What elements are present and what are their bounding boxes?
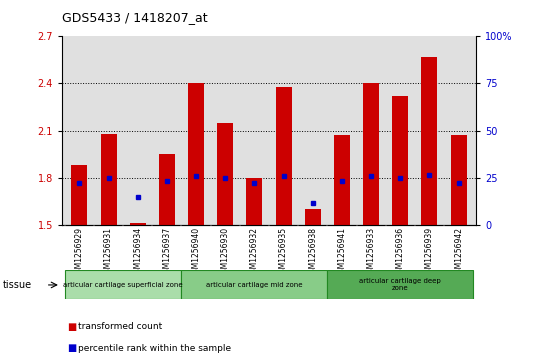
Bar: [181, 270, 327, 299]
Text: GSM1256941: GSM1256941: [337, 227, 346, 278]
Bar: [72, 165, 87, 225]
Text: tissue: tissue: [3, 280, 32, 290]
Text: GSM1256933: GSM1256933: [366, 227, 376, 278]
Bar: [421, 57, 437, 225]
Bar: [305, 209, 321, 225]
Bar: [327, 270, 473, 299]
Bar: [130, 224, 146, 225]
Text: GSM1256940: GSM1256940: [192, 227, 201, 278]
Text: GSM1256934: GSM1256934: [133, 227, 142, 278]
Bar: [217, 123, 233, 225]
Text: GSM1256929: GSM1256929: [75, 227, 84, 278]
Bar: [246, 178, 263, 225]
Text: GSM1256942: GSM1256942: [454, 227, 463, 278]
Text: GSM1256936: GSM1256936: [396, 227, 405, 278]
Bar: [363, 83, 379, 225]
Text: GSM1256938: GSM1256938: [308, 227, 317, 278]
Bar: [101, 134, 117, 225]
Text: ■: ■: [67, 322, 76, 332]
Text: articular cartilage mid zone: articular cartilage mid zone: [206, 282, 303, 288]
Text: percentile rank within the sample: percentile rank within the sample: [78, 344, 231, 353]
Bar: [188, 83, 204, 225]
Bar: [334, 135, 350, 225]
Text: GDS5433 / 1418207_at: GDS5433 / 1418207_at: [62, 11, 208, 24]
Bar: [451, 135, 466, 225]
Bar: [275, 87, 292, 225]
Text: GSM1256930: GSM1256930: [221, 227, 230, 278]
Bar: [392, 96, 408, 225]
Bar: [159, 154, 175, 225]
Text: GSM1256937: GSM1256937: [162, 227, 172, 278]
Text: GSM1256932: GSM1256932: [250, 227, 259, 278]
Bar: [65, 270, 181, 299]
Text: ■: ■: [67, 343, 76, 354]
Text: transformed count: transformed count: [78, 322, 162, 331]
Text: articular cartilage superficial zone: articular cartilage superficial zone: [63, 282, 183, 288]
Text: GSM1256931: GSM1256931: [104, 227, 113, 278]
Text: GSM1256939: GSM1256939: [425, 227, 434, 278]
Text: articular cartilage deep
zone: articular cartilage deep zone: [359, 278, 441, 291]
Text: GSM1256935: GSM1256935: [279, 227, 288, 278]
